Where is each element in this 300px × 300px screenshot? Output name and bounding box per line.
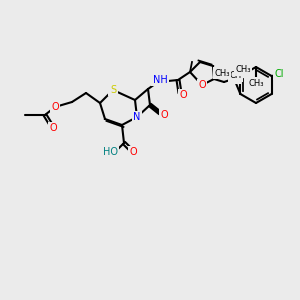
Text: O: O (49, 123, 57, 133)
Text: HO: HO (103, 147, 118, 157)
Text: N: N (133, 112, 141, 122)
Text: O: O (198, 80, 206, 90)
Text: O: O (179, 90, 187, 100)
Text: O: O (232, 73, 240, 83)
Text: S: S (110, 85, 116, 95)
Text: Cl: Cl (275, 69, 284, 79)
Text: O: O (160, 110, 168, 120)
Text: O: O (51, 102, 59, 112)
Text: CH₃: CH₃ (215, 68, 230, 77)
Text: O: O (129, 147, 137, 157)
Text: NH: NH (153, 75, 167, 85)
Text: CH₃: CH₃ (248, 79, 264, 88)
Text: CH: CH (229, 71, 242, 80)
Text: CH₃: CH₃ (236, 65, 251, 74)
